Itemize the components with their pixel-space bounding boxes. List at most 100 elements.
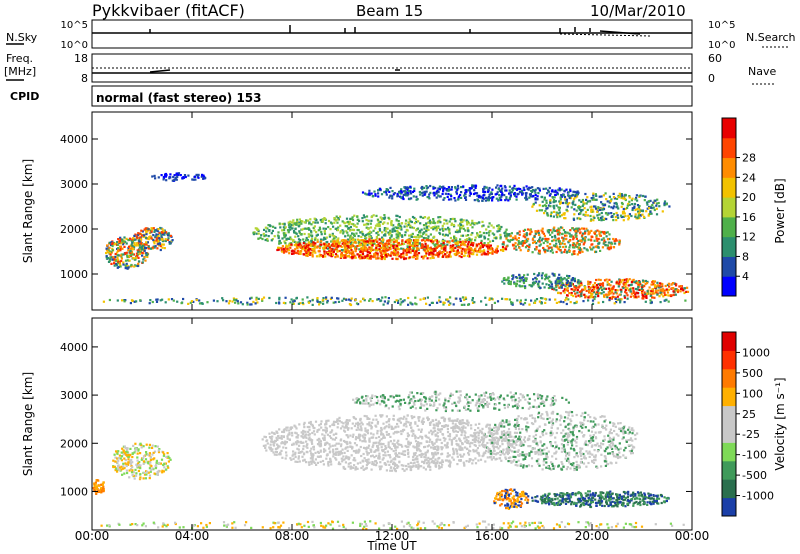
echo-cell [290, 250, 293, 253]
echo-cell [333, 221, 336, 224]
echo-cell [135, 244, 138, 247]
echo-cell [608, 237, 611, 241]
echo-cell [580, 294, 583, 298]
echo-cell [460, 255, 463, 259]
echo-cell [102, 300, 105, 303]
echo-cell [547, 277, 550, 280]
echo-cell [365, 246, 368, 249]
echo-cell [490, 248, 493, 251]
echo-cell [634, 293, 637, 296]
echo-cell [296, 436, 299, 439]
echo-cell [430, 249, 433, 252]
echo-cell [402, 251, 405, 254]
echo-cell [340, 452, 343, 455]
echo-cell [492, 196, 495, 199]
cpid-label: CPID [10, 90, 39, 103]
echo-cell [316, 298, 319, 301]
echo-cell [466, 221, 469, 224]
echo-cell [535, 298, 539, 301]
echo-cell [406, 186, 409, 189]
echo-cell [592, 194, 595, 197]
echo-cell [443, 246, 446, 249]
echo-cell [506, 430, 509, 433]
echo-cell [116, 299, 119, 302]
echo-cell [561, 242, 564, 245]
echo-cell [373, 248, 376, 251]
echo-cell [579, 251, 582, 254]
echo-cell [469, 223, 472, 226]
echo-cell [543, 234, 546, 237]
echo-cell [116, 241, 119, 244]
echo-cell [157, 176, 160, 179]
echo-cell [542, 232, 545, 235]
echo-cell [370, 192, 373, 195]
echo-cell [383, 252, 386, 255]
echo-cell [494, 249, 497, 252]
echo-cell [402, 417, 405, 420]
echo-cell [366, 240, 369, 243]
echo-cell [364, 240, 368, 244]
echo-cell [445, 255, 448, 259]
echo-cell [428, 219, 432, 222]
echo-cell [525, 233, 528, 237]
echo-cell [372, 463, 375, 466]
echo-cell [541, 195, 544, 199]
echo-cell [360, 243, 363, 247]
echo-cell [365, 248, 368, 251]
echo-cell [493, 250, 496, 254]
echo-cell [546, 192, 549, 195]
echo-cell [657, 201, 660, 205]
echo-cell [328, 235, 331, 238]
echo-cell [323, 243, 326, 246]
echo-cell [666, 283, 669, 287]
echo-cell [111, 258, 114, 261]
echo-cell [328, 246, 331, 249]
echo-cell [578, 291, 581, 294]
echo-cell [635, 194, 638, 197]
echo-cell [460, 426, 463, 429]
echo-cell [337, 450, 340, 453]
echo-cell [549, 285, 552, 288]
echo-cell [429, 184, 432, 188]
echo-cell [459, 247, 462, 250]
echo-cell [354, 241, 357, 244]
echo-cell [568, 196, 571, 200]
echo-cell [296, 252, 299, 255]
echo-cell [632, 291, 636, 294]
echo-cell [425, 302, 428, 305]
echo-cell [270, 232, 273, 235]
echo-cell [257, 237, 260, 240]
echo-cell [285, 244, 288, 247]
echo-cell [339, 244, 342, 248]
echo-cell [435, 227, 438, 230]
echo-cell [118, 240, 122, 243]
echo-cell [443, 197, 446, 200]
echo-cell [484, 444, 487, 447]
echo-cell [303, 426, 306, 429]
echo-cell [536, 274, 539, 277]
echo-cell [398, 215, 401, 219]
echo-cell [349, 462, 352, 465]
echo-cell [144, 259, 147, 262]
echo-cell [298, 221, 301, 224]
echo-cell [485, 245, 489, 248]
echo-cell [349, 238, 352, 241]
echo-cell [305, 245, 308, 248]
echo-cell [599, 207, 602, 210]
echo-cell [167, 232, 170, 235]
echo-cell [442, 255, 445, 258]
echo-cell [452, 430, 455, 433]
echo-cell [563, 189, 566, 192]
echo-cell [301, 228, 304, 231]
echo-cell [166, 238, 170, 241]
echo-cell [597, 283, 600, 286]
echo-cell [309, 253, 312, 256]
echo-cell [411, 215, 415, 219]
echo-cell [602, 218, 605, 221]
echo-cell [546, 249, 549, 252]
echo-cell [411, 245, 414, 248]
echo-cell [426, 296, 429, 299]
echo-cell [347, 227, 350, 230]
echo-cell [482, 249, 486, 252]
echo-cell [379, 299, 382, 303]
